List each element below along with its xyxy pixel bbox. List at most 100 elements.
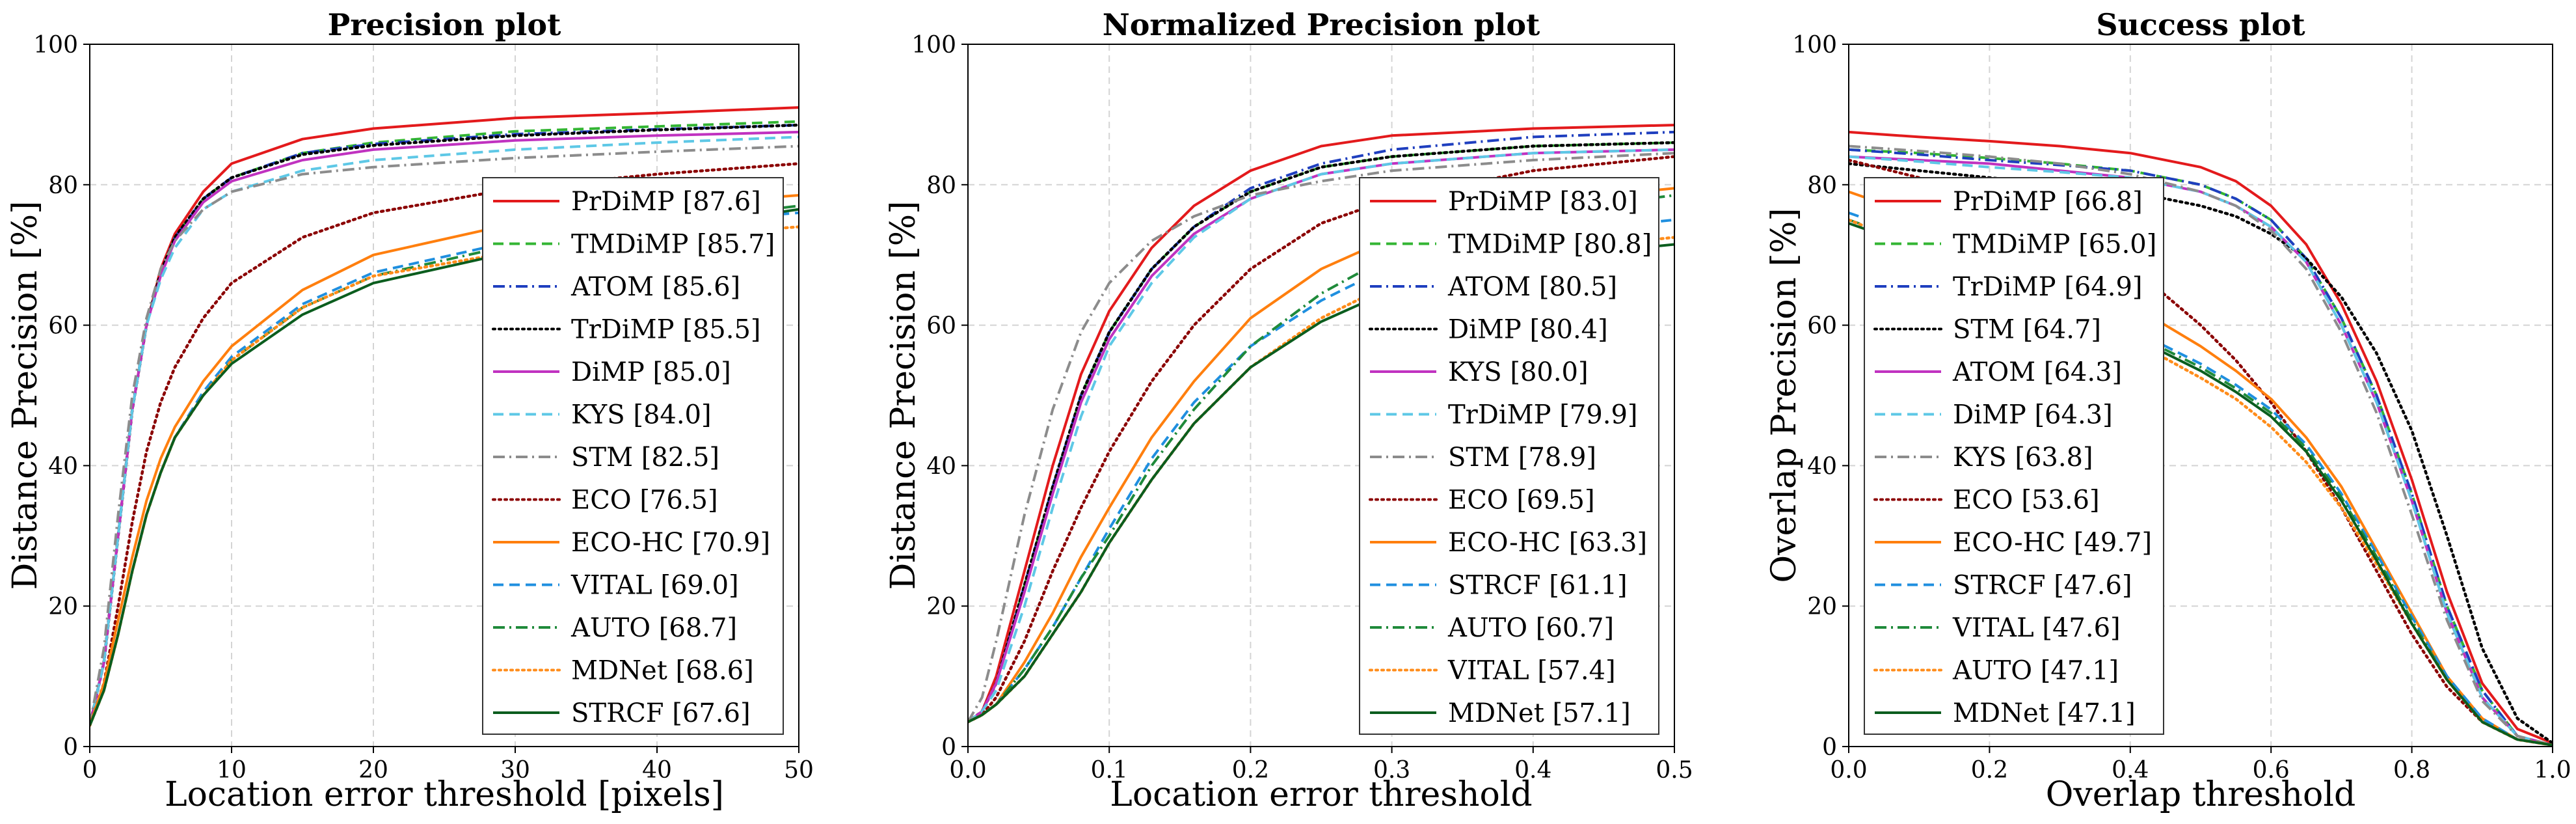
y-tick-label: 0 <box>941 734 956 761</box>
axes-frame <box>1848 44 2553 747</box>
legend-label-eco: ECO [53.6] <box>1953 486 2100 515</box>
y-tick-label: 60 <box>1807 313 1837 340</box>
legend-label-dimp: DiMP [80.4] <box>1448 315 1608 345</box>
legend-label-dimp: DiMP [85.0] <box>571 357 731 387</box>
y-tick-label: 80 <box>926 172 956 199</box>
legend-label-eco-hc: ECO-HC [70.9] <box>571 528 770 558</box>
series-line-kys <box>968 148 1674 723</box>
legend-label-strcf: STRCF [61.1] <box>1448 571 1628 601</box>
y-tick-label: 80 <box>48 172 78 199</box>
legend-label-mdnet: MDNet [57.1] <box>1448 698 1631 728</box>
series-line-stm <box>968 152 1674 723</box>
legend: PrDiMP [83.0] TMDiMP [80.8] ATOM [80.5] DiM… <box>1359 177 1659 735</box>
x-tick-label: 0 <box>83 757 98 784</box>
legend-label-eco: ECO [69.5] <box>1448 486 1595 515</box>
series-line-dimp <box>1849 155 2553 747</box>
series-line-trdimp <box>968 148 1674 723</box>
legend: PrDiMP [87.6] TMDiMP [85.7] ATOM [85.6] TrD… <box>482 177 784 735</box>
x-axis-label: Location error threshold [pixels] <box>165 775 724 814</box>
success-plot: 0.0 0.2 0.4 0.6 0.8 1.0 0 20 40 60 80 100 Success pl… <box>1765 7 2571 814</box>
y-tick-label: 0 <box>1822 734 1837 761</box>
legend-label-kys: KYS [63.8] <box>1953 443 2093 473</box>
legend-label-vital: VITAL [69.0] <box>570 571 739 601</box>
legend-label-tmdimp: TMDiMP [80.8] <box>1448 230 1652 260</box>
y-tick-label: 80 <box>1807 172 1837 199</box>
y-tick-label: 60 <box>926 313 956 340</box>
y-tick-label: 100 <box>911 32 956 59</box>
x-axis-label: Overlap threshold <box>2046 775 2356 814</box>
axes-frame <box>89 44 799 747</box>
chart-title: Normalized Precision plot <box>1103 7 1540 42</box>
x-tick-label: 0.1 <box>1091 757 1128 784</box>
x-tick-label: 50 <box>784 757 814 784</box>
legend-label-dimp: DiMP [64.3] <box>1953 400 2113 430</box>
x-tick-label: 0.8 <box>2393 757 2430 784</box>
x-tick-label: 40 <box>642 757 672 784</box>
precision-plot: 0 10 20 30 40 50 0 20 40 60 80 100 Precision plot Loc… <box>6 7 814 814</box>
x-tick-label: 0.5 <box>1656 757 1693 784</box>
x-tick-label: 1.0 <box>2534 757 2571 784</box>
y-axis-label: Distance Precision [%] <box>6 201 45 590</box>
normalized-precision-plot: 0.0 0.1 0.2 0.3 0.4 0.5 0 20 40 60 80 100 Normalized… <box>884 7 1693 814</box>
x-tick-label: 0.6 <box>2253 757 2290 784</box>
legend-label-trdimp: TrDiMP [85.5] <box>571 315 761 345</box>
legend-label-auto: AUTO [60.7] <box>1447 613 1614 643</box>
legend-label-tmdimp: TMDiMP [65.0] <box>1953 230 2156 260</box>
legend-label-kys: KYS [84.0] <box>571 400 712 430</box>
legend-label-stm: STM [82.5] <box>571 443 719 473</box>
y-axis-label: Overlap Precision [%] <box>1765 208 1804 583</box>
legend-label-vital: VITAL [47.6] <box>1952 613 2121 643</box>
legend-label-atom: ATOM [85.6] <box>570 272 740 302</box>
legend-label-mdnet: MDNet [47.1] <box>1953 698 2136 728</box>
legend-label-auto: AUTO [68.7] <box>570 613 737 643</box>
series-line-kys <box>1849 144 2553 747</box>
series-line-prdimp <box>968 124 1674 723</box>
legend-label-prdimp: PrDiMP [66.8] <box>1953 187 2143 217</box>
y-tick-label: 40 <box>48 453 78 480</box>
legend-label-strcf: STRCF [67.6] <box>571 698 751 728</box>
x-tick-label: 0.0 <box>949 757 986 784</box>
x-tick-label: 0.3 <box>1373 757 1410 784</box>
y-tick-label: 20 <box>926 594 956 620</box>
chart-title: Precision plot <box>328 7 561 42</box>
x-tick-label: 30 <box>500 757 530 784</box>
y-tick-label: 20 <box>1807 594 1837 620</box>
y-tick-label: 40 <box>926 453 956 480</box>
legend-label-atom: ATOM [80.5] <box>1447 272 1617 302</box>
legend-label-kys: KYS [80.0] <box>1448 357 1589 387</box>
series-line-kys <box>90 135 799 726</box>
y-tick-label: 0 <box>63 734 78 761</box>
legend-label-mdnet: MDNet [68.6] <box>571 656 754 686</box>
y-tick-label: 20 <box>48 594 78 620</box>
x-tick-label: 0.4 <box>1514 757 1551 784</box>
x-tick-label: 20 <box>358 757 388 784</box>
axes-frame <box>967 44 1675 747</box>
y-axis-label: Distance Precision [%] <box>884 201 923 590</box>
legend-label-prdimp: PrDiMP [87.6] <box>571 187 761 217</box>
legend-label-trdimp: TrDiMP [79.9] <box>1448 400 1638 430</box>
x-tick-label: 0.0 <box>1830 757 1867 784</box>
chart-title: Success plot <box>2096 7 2305 42</box>
legend-label-prdimp: PrDiMP [83.0] <box>1448 187 1638 217</box>
legend: PrDiMP [66.8] TMDiMP [65.0] TrDiMP [64.9] S… <box>1864 177 2164 735</box>
x-axis-label: Location error threshold <box>1110 775 1532 814</box>
legend-label-auto: AUTO [47.1] <box>1952 656 2119 686</box>
legend-label-stm: STM [64.7] <box>1953 315 2101 345</box>
legend-label-eco-hc: ECO-HC [63.3] <box>1448 528 1647 558</box>
x-tick-label: 0.4 <box>2112 757 2149 784</box>
y-tick-label: 40 <box>1807 453 1837 480</box>
legend-label-tmdimp: TMDiMP [85.7] <box>571 230 775 260</box>
y-tick-label: 100 <box>33 32 78 59</box>
y-tick-label: 60 <box>48 313 78 340</box>
series-line-prdimp <box>1849 130 2553 745</box>
legend-label-stm: STM [78.9] <box>1448 443 1596 473</box>
series-line-stm <box>90 144 799 726</box>
series-line-trdimp <box>1849 148 2553 747</box>
y-tick-label: 100 <box>1792 32 1837 59</box>
legend-label-eco: ECO [76.5] <box>571 486 718 515</box>
x-tick-label: 0.2 <box>1971 757 2008 784</box>
legend-label-atom: ATOM [64.3] <box>1952 357 2122 387</box>
x-tick-label: 10 <box>217 757 247 784</box>
legend-label-strcf: STRCF [47.6] <box>1953 571 2132 601</box>
